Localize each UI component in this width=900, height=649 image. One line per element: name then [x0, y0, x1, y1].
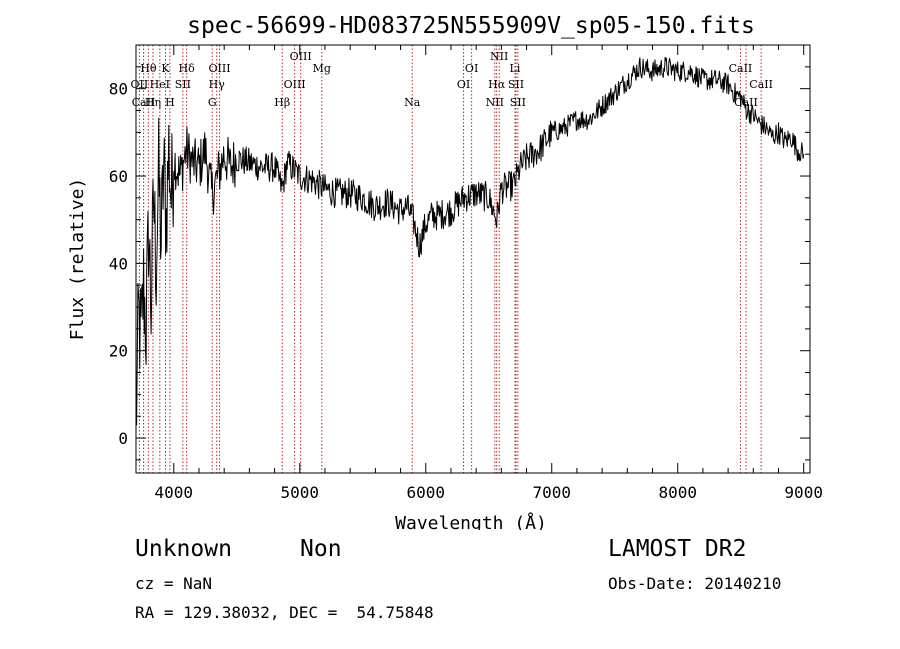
line-label: K	[161, 62, 170, 75]
line-label: CaII	[729, 62, 753, 75]
line-label: OI	[457, 78, 470, 91]
redshift-cz: cz = NaN	[135, 574, 213, 593]
x-tick-label: 7000	[532, 483, 571, 502]
y-tick-label: 80	[109, 80, 128, 99]
line-label: CaII	[132, 96, 156, 109]
line-label: HeI	[150, 78, 170, 91]
spectrum-series	[135, 56, 805, 426]
line-label: Mg	[313, 62, 331, 75]
line-label: NII	[486, 96, 504, 109]
x-tick-label: 5000	[281, 483, 320, 502]
line-label: Hη	[145, 96, 161, 109]
x-tick-label: 8000	[658, 483, 697, 502]
line-label: Li	[510, 62, 521, 75]
line-labels: HθOIIHηCaIIHeIKHSIIHδGOIIIHγHβOIIIOIIIMg…	[131, 50, 773, 109]
line-label: CaII	[749, 78, 773, 91]
line-label: H	[165, 96, 175, 109]
spectrum-chart: spec-56699-HD083725N555909V_sp05-150.fit…	[67, 13, 823, 530]
line-label: OI	[465, 62, 478, 75]
y-tick-label: 60	[109, 167, 128, 186]
y-tick-label: 40	[109, 254, 128, 273]
chart-title: spec-56699-HD083725N555909V_sp05-150.fit…	[187, 13, 755, 39]
line-label: Na	[404, 96, 421, 109]
line-label: Hθ	[140, 62, 157, 75]
line-label: Hβ	[274, 96, 290, 109]
survey-name: LAMOST DR2	[608, 536, 747, 562]
line-label: OII	[131, 78, 149, 91]
line-label: NII	[490, 50, 508, 63]
line-label: G	[208, 96, 217, 109]
y-axis-label: Flux (relative)	[67, 178, 88, 341]
line-label: OIII	[290, 50, 312, 63]
x-tick-label: 6000	[406, 483, 445, 502]
observation-date: Obs-Date: 20140210	[608, 574, 782, 593]
line-label: SII	[508, 78, 524, 91]
axis-ticks: 4000 5000 6000 7000 8000 9000 0 20 40 60 80	[109, 45, 823, 502]
x-tick-label: 4000	[155, 483, 194, 502]
line-label: Hγ	[209, 78, 226, 91]
line-label: SII	[175, 78, 191, 91]
spectrum-line	[135, 56, 805, 426]
x-tick-label: 9000	[784, 483, 823, 502]
y-tick-label: 0	[118, 429, 128, 448]
coordinates: RA = 129.38032, DEC = 54.75848	[135, 603, 434, 622]
line-label: OIII	[208, 62, 230, 75]
line-label: Hδ	[179, 62, 196, 75]
object-subclass: Non	[300, 536, 342, 562]
object-class: Unknown	[135, 536, 232, 562]
plot-frame	[135, 44, 811, 474]
line-markers	[138, 45, 762, 473]
x-axis-label: Wavelength (Å)	[395, 512, 547, 530]
line-label: Hα	[488, 78, 506, 91]
line-label: OIII	[284, 78, 306, 91]
y-tick-label: 20	[109, 342, 128, 361]
line-label: SII	[510, 96, 526, 109]
